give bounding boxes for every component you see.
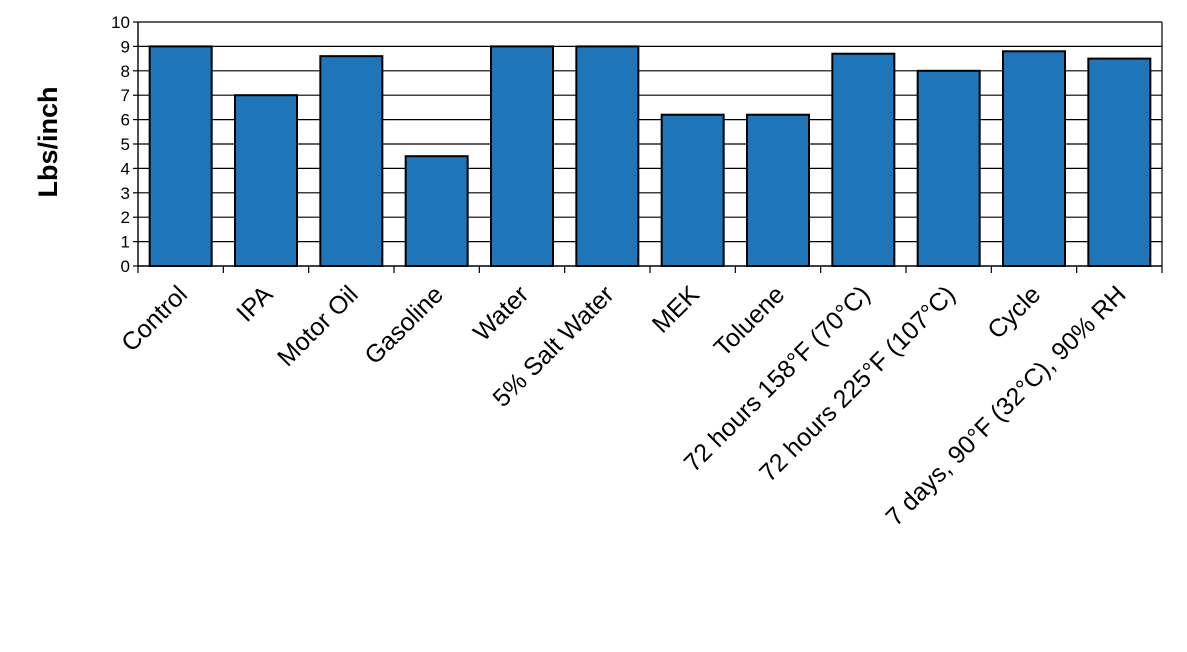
bar <box>490 45 554 268</box>
gridlines <box>138 21 1162 243</box>
x-tick-label: Toluene <box>709 280 791 362</box>
y-tick-label: 6 <box>121 111 130 130</box>
bar <box>1087 57 1152 267</box>
y-tick-label: 7 <box>121 86 130 105</box>
y-tick-label: 8 <box>121 62 130 81</box>
x-tick-label: Water <box>468 280 534 346</box>
x-tick-label: Motor Oil <box>272 280 364 372</box>
y-tick-label: 0 <box>121 257 130 276</box>
bar <box>746 113 810 267</box>
y-tick-label: 3 <box>121 184 130 203</box>
bars <box>148 45 1152 268</box>
bar <box>660 113 725 267</box>
x-tick-label: IPA <box>231 280 278 327</box>
x-tick-label: Control <box>116 280 193 357</box>
y-tick-labels: 0 1 2 3 4 5 6 7 8 9 10 <box>111 13 130 276</box>
y-tick-label: 4 <box>121 159 130 178</box>
bar <box>319 55 384 267</box>
bar <box>831 52 896 267</box>
y-tick-label: 2 <box>121 208 130 227</box>
bar <box>575 45 640 268</box>
x-tick-label: Cycle <box>982 280 1046 344</box>
y-tick-label: 9 <box>121 37 130 56</box>
bar <box>1002 50 1066 267</box>
bar <box>234 94 298 267</box>
y-axis-title: Lbs/inch <box>33 86 63 197</box>
y-tick-label: 1 <box>121 233 130 252</box>
x-tick-label: MEK <box>647 280 705 338</box>
x-tick-label: Gasoline <box>359 280 449 370</box>
bar <box>148 45 213 268</box>
bar <box>404 155 469 267</box>
y-tick-label: 10 <box>111 13 130 32</box>
y-tick-label: 5 <box>121 135 130 154</box>
bar <box>916 69 981 267</box>
axes <box>133 21 1163 273</box>
